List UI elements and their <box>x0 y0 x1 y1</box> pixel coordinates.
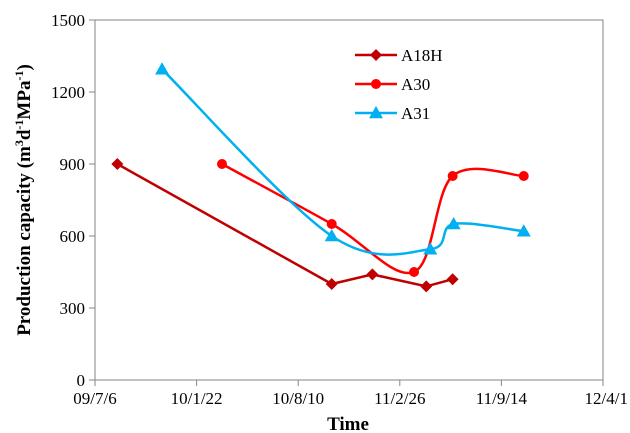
legend-marker <box>370 49 382 61</box>
y-tick-label: 1200 <box>51 83 85 102</box>
y-axis-title-prefix: Production capacity (m <box>14 146 35 336</box>
data-point-a31 <box>155 62 170 75</box>
series-layer <box>111 62 531 293</box>
legend-item-a30: A30 <box>355 75 430 94</box>
y-axis-title-sup-1: 3 <box>12 140 26 146</box>
data-point-a18h <box>325 278 338 290</box>
data-point-a30 <box>217 159 227 169</box>
data-point-a31 <box>423 242 438 255</box>
y-tick-label: 0 <box>77 371 86 390</box>
series-a18h <box>111 158 459 293</box>
x-tick-label: 10/8/10 <box>272 389 324 408</box>
series-line-a31 <box>161 68 524 256</box>
legend-item-a18h: A18H <box>355 46 443 65</box>
legend-marker <box>369 106 383 119</box>
data-point-a18h <box>420 280 433 293</box>
legend-label: A30 <box>401 75 430 94</box>
y-axis-title-sup-3: -1 <box>12 71 26 81</box>
y-axis-title-suffix: ) <box>14 64 35 70</box>
legend-item-a31: A31 <box>355 104 430 123</box>
y-tick-label: 900 <box>60 155 86 174</box>
series-line-a18h <box>116 162 453 288</box>
x-tick-label: 12/4/1 <box>585 389 628 408</box>
data-point-a30 <box>326 219 337 229</box>
x-tick-label: 10/1/22 <box>171 389 223 408</box>
y-axis-ticks: 0 300 600 900 1200 1500 <box>51 11 95 390</box>
legend-label: A31 <box>401 104 430 123</box>
data-point-a31 <box>516 224 531 237</box>
data-point-a30 <box>518 171 529 181</box>
y-axis-title-sup-2: -1 <box>12 120 26 130</box>
data-point-a30 <box>447 171 458 181</box>
legend-marker <box>371 79 381 89</box>
y-tick-label: 1500 <box>51 11 85 30</box>
x-axis-title: Time <box>327 414 369 433</box>
x-tick-label: 11/2/26 <box>374 389 425 408</box>
x-tick-label: 09/7/6 <box>73 389 116 408</box>
series-a31 <box>155 62 531 256</box>
y-tick-label: 300 <box>60 299 86 318</box>
data-point-a18h <box>111 158 124 170</box>
y-tick-label: 600 <box>60 227 86 246</box>
plot-border <box>94 19 604 381</box>
data-point-a18h <box>366 268 379 281</box>
legend-label: A18H <box>401 46 443 65</box>
x-tick-label: 11/9/14 <box>476 389 528 408</box>
data-point-a30 <box>409 267 420 277</box>
legend: A18H A30 A31 <box>355 46 443 123</box>
data-point-a31 <box>446 217 461 230</box>
y-axis-title-mid-1: d <box>14 129 35 140</box>
data-point-a18h <box>446 273 459 286</box>
data-point-a31 <box>324 229 339 242</box>
y-axis-title: Production capacity (m3d-1MPa-1) <box>12 64 35 336</box>
x-axis-ticks: 09/7/6 10/1/22 10/8/10 11/2/26 11/9/14 12/4/1 <box>73 380 628 408</box>
y-axis-title-mid-2: MPa <box>14 80 35 120</box>
plot-frame <box>94 19 604 381</box>
